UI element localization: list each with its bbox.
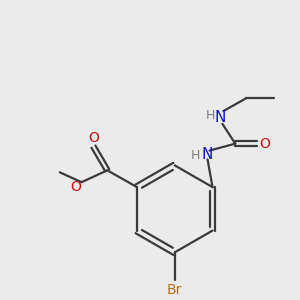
Text: O: O bbox=[88, 131, 99, 145]
Text: N: N bbox=[215, 110, 226, 125]
Text: O: O bbox=[260, 137, 271, 151]
Text: Br: Br bbox=[167, 283, 182, 297]
Text: N: N bbox=[202, 147, 213, 162]
Text: H: H bbox=[191, 149, 200, 162]
Text: O: O bbox=[70, 180, 81, 194]
Text: H: H bbox=[206, 110, 215, 122]
